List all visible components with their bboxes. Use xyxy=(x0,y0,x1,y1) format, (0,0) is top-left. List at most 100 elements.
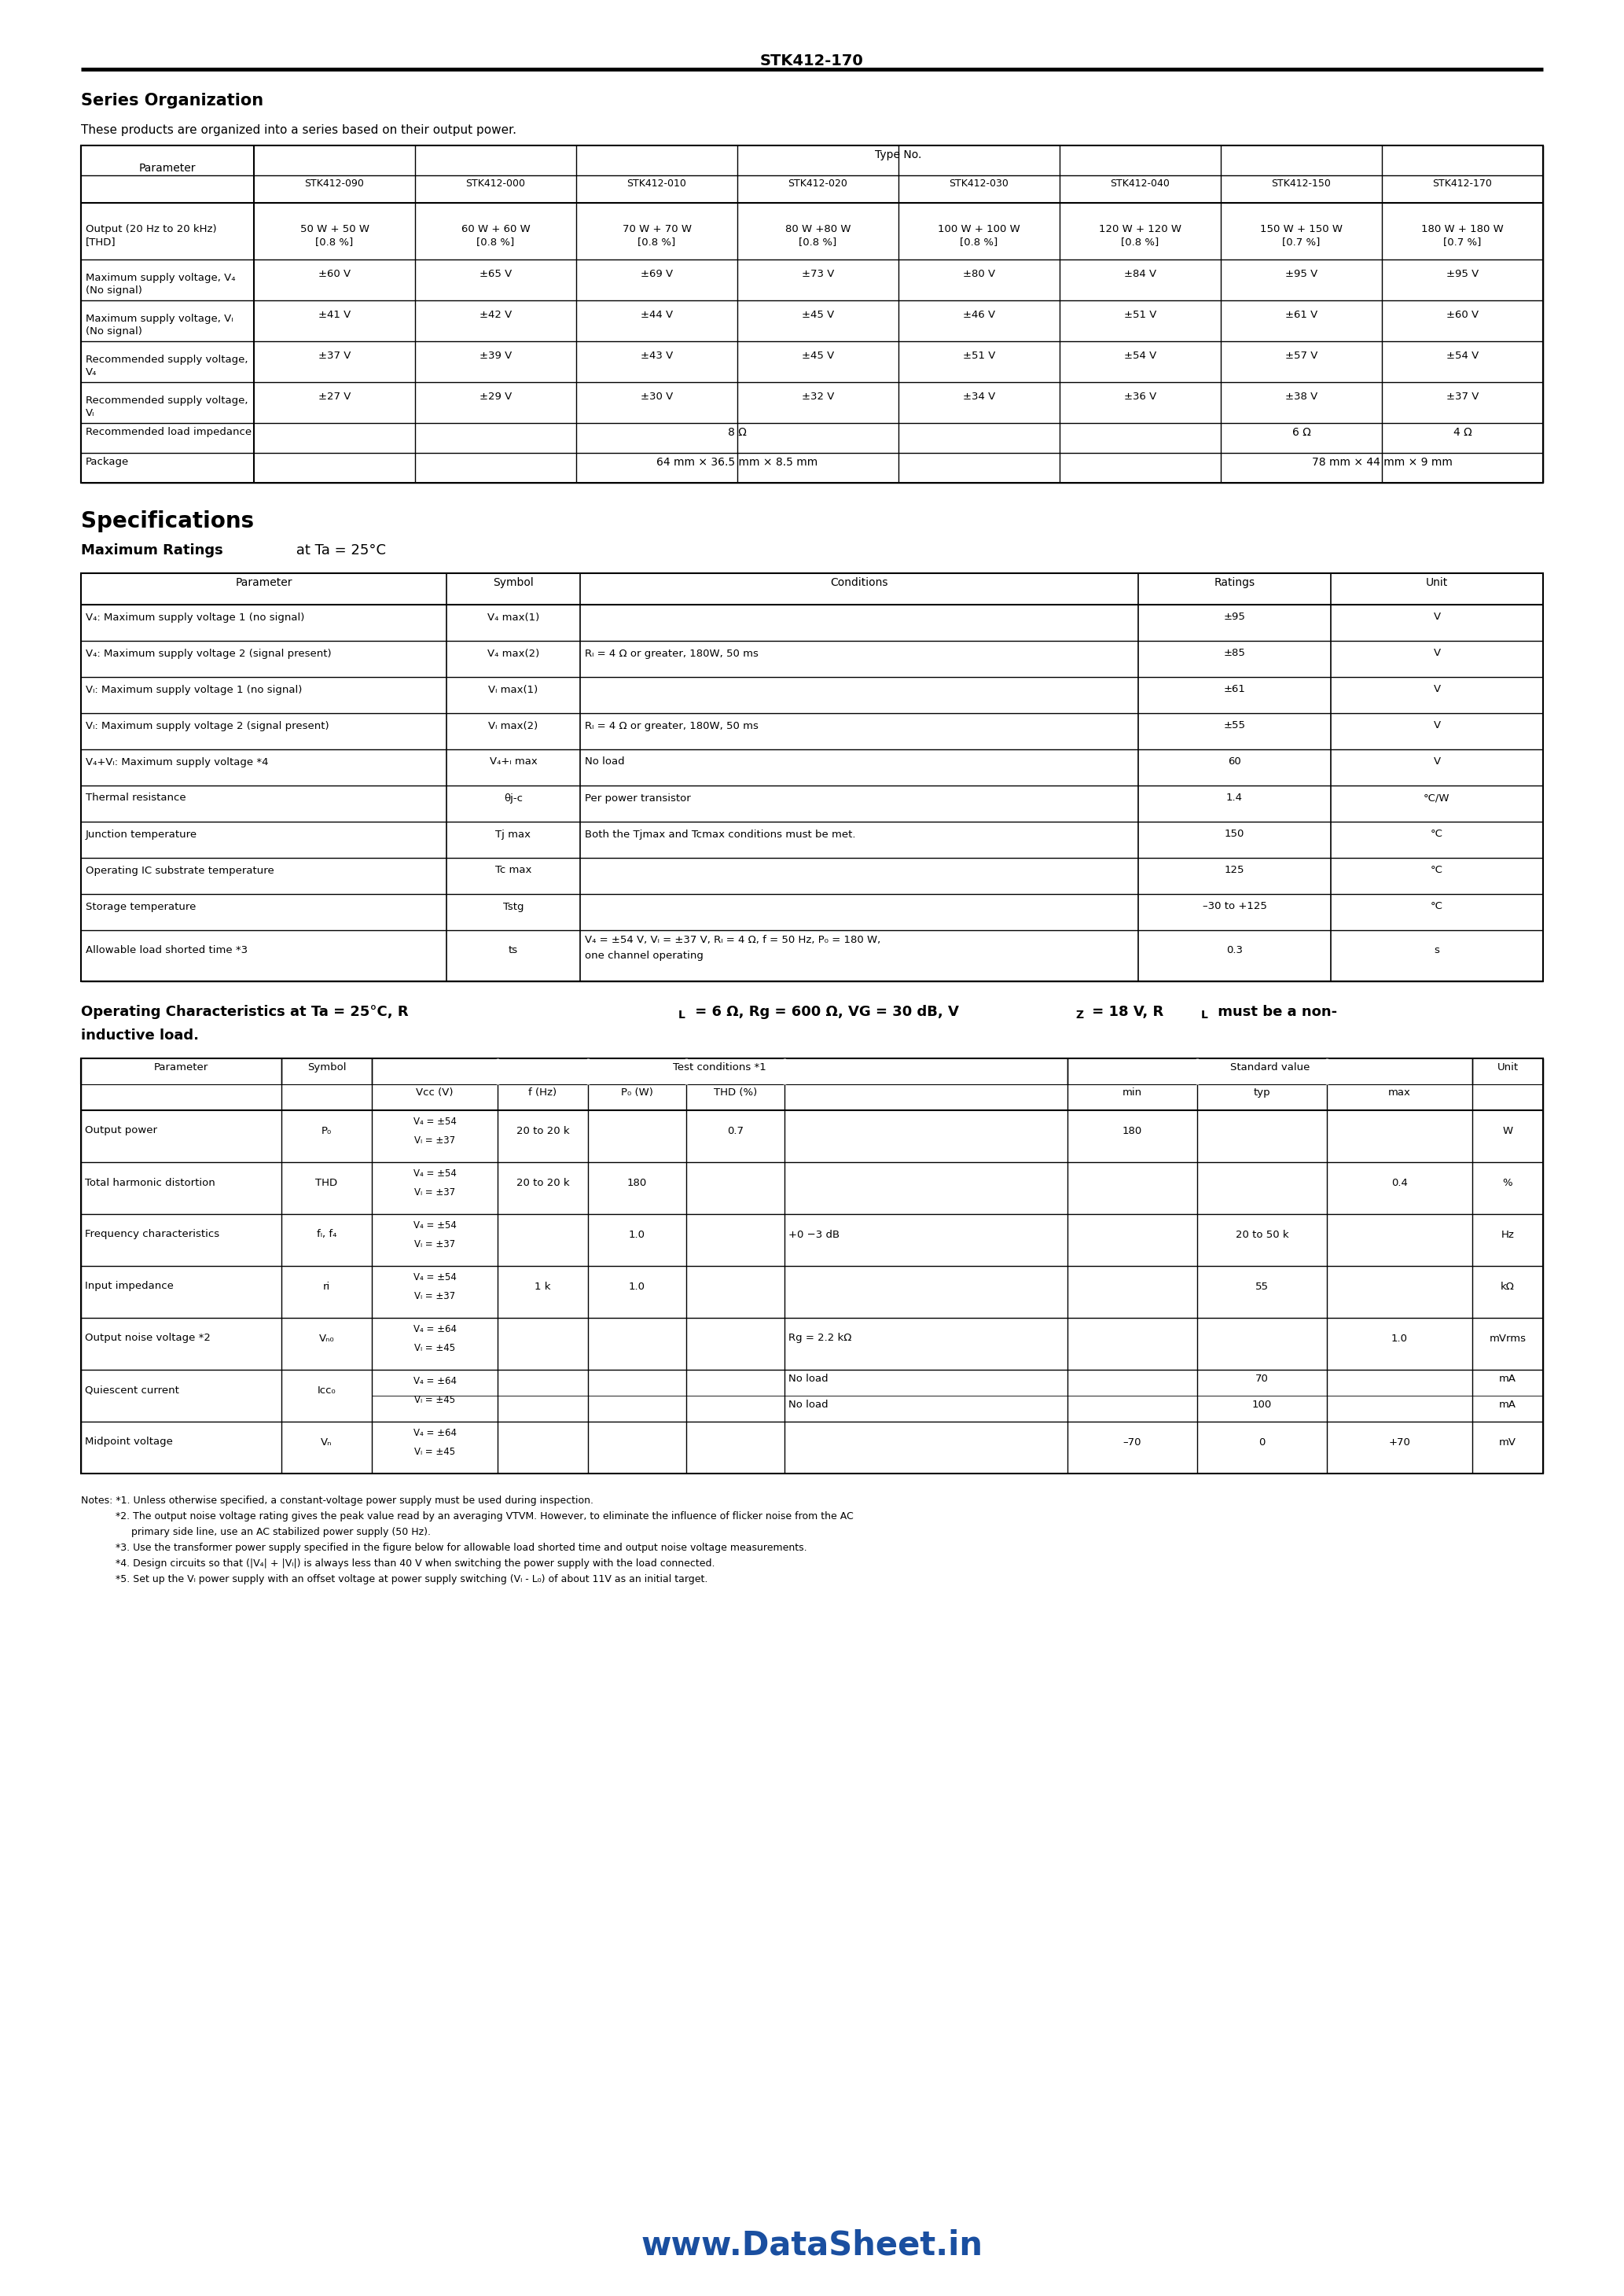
Text: Symbol: Symbol xyxy=(494,576,534,588)
Text: ±27 V: ±27 V xyxy=(318,393,351,402)
Text: ±37 V: ±37 V xyxy=(1447,393,1479,402)
Text: V₄ max(2): V₄ max(2) xyxy=(487,647,539,659)
Text: Ratings: Ratings xyxy=(1215,576,1255,588)
Text: P₀: P₀ xyxy=(322,1125,331,1137)
Text: Vₗ: Vₗ xyxy=(86,409,94,418)
Text: Rg = 2.2 kΩ: Rg = 2.2 kΩ xyxy=(788,1334,851,1343)
Text: Recommended load impedance: Recommended load impedance xyxy=(86,427,252,439)
Text: Output (20 Hz to 20 kHz): Output (20 Hz to 20 kHz) xyxy=(86,225,216,234)
Text: *2. The output noise voltage rating gives the peak value read by an averaging VT: *2. The output noise voltage rating give… xyxy=(81,1511,854,1522)
Text: = 18 V, R: = 18 V, R xyxy=(1086,1006,1163,1019)
Text: Output power: Output power xyxy=(84,1125,158,1137)
Text: Unit: Unit xyxy=(1497,1063,1518,1072)
Text: 180 W + 180 W: 180 W + 180 W xyxy=(1421,225,1504,234)
Text: Maximum Ratings: Maximum Ratings xyxy=(81,544,222,558)
Text: ±42 V: ±42 V xyxy=(479,310,512,321)
Text: θj-c: θj-c xyxy=(503,792,523,804)
Text: ±51 V: ±51 V xyxy=(1124,310,1156,321)
Text: 180: 180 xyxy=(1122,1125,1142,1137)
Text: Vₗ = ±45: Vₗ = ±45 xyxy=(414,1446,455,1458)
Text: ±39 V: ±39 V xyxy=(479,351,512,360)
Text: No load: No load xyxy=(585,758,625,767)
Text: Thermal resistance: Thermal resistance xyxy=(86,792,187,804)
Text: [0.8 %]: [0.8 %] xyxy=(1121,236,1160,248)
Text: No load: No load xyxy=(788,1401,828,1410)
Text: °C: °C xyxy=(1431,866,1444,875)
Text: ts: ts xyxy=(508,946,518,955)
Text: V₄+Vₗ: Maximum supply voltage *4: V₄+Vₗ: Maximum supply voltage *4 xyxy=(86,758,268,767)
Text: (No signal): (No signal) xyxy=(86,326,143,338)
Text: fₗ, f₄: fₗ, f₄ xyxy=(317,1228,336,1240)
Text: primary side line, use an AC stabilized power supply (50 Hz).: primary side line, use an AC stabilized … xyxy=(81,1527,430,1538)
Text: ±38 V: ±38 V xyxy=(1285,393,1317,402)
Bar xyxy=(81,1058,1543,1474)
Text: V₄ = ±54: V₄ = ±54 xyxy=(412,1169,456,1178)
Text: Rₗ = 4 Ω or greater, 180W, 50 ms: Rₗ = 4 Ω or greater, 180W, 50 ms xyxy=(585,647,758,659)
Text: ±95 V: ±95 V xyxy=(1447,269,1479,280)
Text: Vₗ max(1): Vₗ max(1) xyxy=(489,684,538,696)
Text: L: L xyxy=(679,1010,685,1022)
Text: Vₗ = ±37: Vₗ = ±37 xyxy=(414,1137,455,1146)
Text: Vₗ max(2): Vₗ max(2) xyxy=(489,721,538,730)
Text: V₄: Maximum supply voltage 1 (no signal): V₄: Maximum supply voltage 1 (no signal) xyxy=(86,613,305,622)
Text: ±46 V: ±46 V xyxy=(963,310,996,321)
Text: V₄ = ±64: V₄ = ±64 xyxy=(412,1375,456,1387)
Text: one channel operating: one channel operating xyxy=(585,951,703,960)
Text: Hz: Hz xyxy=(1501,1228,1514,1240)
Text: ±65 V: ±65 V xyxy=(479,269,512,280)
Text: Iᴄᴄ₀: Iᴄᴄ₀ xyxy=(317,1384,336,1396)
Text: at Ta = 25°C: at Ta = 25°C xyxy=(292,544,387,558)
Text: STK412-000: STK412-000 xyxy=(466,179,526,188)
Text: STK412-040: STK412-040 xyxy=(1111,179,1169,188)
Bar xyxy=(81,145,1543,482)
Text: V₄ = ±64: V₄ = ±64 xyxy=(412,1428,456,1437)
Text: STK412-170: STK412-170 xyxy=(1432,179,1492,188)
Text: Vₗ = ±37: Vₗ = ±37 xyxy=(414,1187,455,1199)
Text: Junction temperature: Junction temperature xyxy=(86,829,198,840)
Text: ±80 V: ±80 V xyxy=(963,269,996,280)
Text: Series Organization: Series Organization xyxy=(81,92,263,108)
Text: ±61 V: ±61 V xyxy=(1285,310,1317,321)
Text: Frequency characteristics: Frequency characteristics xyxy=(84,1228,219,1240)
Text: s: s xyxy=(1434,946,1439,955)
Text: Vₙ: Vₙ xyxy=(322,1437,333,1446)
Text: Symbol: Symbol xyxy=(307,1063,346,1072)
Text: ±30 V: ±30 V xyxy=(640,393,672,402)
Text: typ: typ xyxy=(1254,1088,1270,1097)
Text: Recommended supply voltage,: Recommended supply voltage, xyxy=(86,354,248,365)
Text: 20 to 20 k: 20 to 20 k xyxy=(516,1178,570,1187)
Text: V₄: Maximum supply voltage 2 (signal present): V₄: Maximum supply voltage 2 (signal pre… xyxy=(86,647,331,659)
Text: ±95 V: ±95 V xyxy=(1285,269,1317,280)
Text: 1.4: 1.4 xyxy=(1226,792,1242,804)
Text: These products are organized into a series based on their output power.: These products are organized into a seri… xyxy=(81,124,516,135)
Text: www.DataSheet.in: www.DataSheet.in xyxy=(641,2229,983,2262)
Text: ±61: ±61 xyxy=(1223,684,1246,696)
Text: Maximum supply voltage, Vₗ: Maximum supply voltage, Vₗ xyxy=(86,315,234,324)
Text: Tc max: Tc max xyxy=(495,866,531,875)
Text: 70: 70 xyxy=(1255,1373,1268,1384)
Text: Per power transistor: Per power transistor xyxy=(585,792,690,804)
Text: Unit: Unit xyxy=(1426,576,1449,588)
Text: Vₙ₀: Vₙ₀ xyxy=(318,1334,335,1343)
Text: °C: °C xyxy=(1431,829,1444,840)
Text: (No signal): (No signal) xyxy=(86,285,143,296)
Text: –70: –70 xyxy=(1124,1437,1142,1446)
Text: 0: 0 xyxy=(1259,1437,1265,1446)
Text: V: V xyxy=(1434,758,1440,767)
Text: ±84 V: ±84 V xyxy=(1124,269,1156,280)
Text: Vₗ = ±37: Vₗ = ±37 xyxy=(414,1290,455,1302)
Text: ±45 V: ±45 V xyxy=(802,351,835,360)
Text: 100 W + 100 W: 100 W + 100 W xyxy=(939,225,1020,234)
Text: Allowable load shorted time *3: Allowable load shorted time *3 xyxy=(86,946,248,955)
Text: Total harmonic distortion: Total harmonic distortion xyxy=(84,1178,216,1187)
Text: Parameter: Parameter xyxy=(235,576,292,588)
Text: Z: Z xyxy=(1075,1010,1083,1022)
Text: ±55: ±55 xyxy=(1223,721,1246,730)
Text: °C/W: °C/W xyxy=(1424,792,1450,804)
Text: Vₗ = ±45: Vₗ = ±45 xyxy=(414,1396,455,1405)
Text: [THD]: [THD] xyxy=(86,236,115,248)
Text: [0.8 %]: [0.8 %] xyxy=(799,236,836,248)
Text: Operating IC substrate temperature: Operating IC substrate temperature xyxy=(86,866,274,875)
Text: max: max xyxy=(1389,1088,1411,1097)
Text: %: % xyxy=(1502,1178,1512,1187)
